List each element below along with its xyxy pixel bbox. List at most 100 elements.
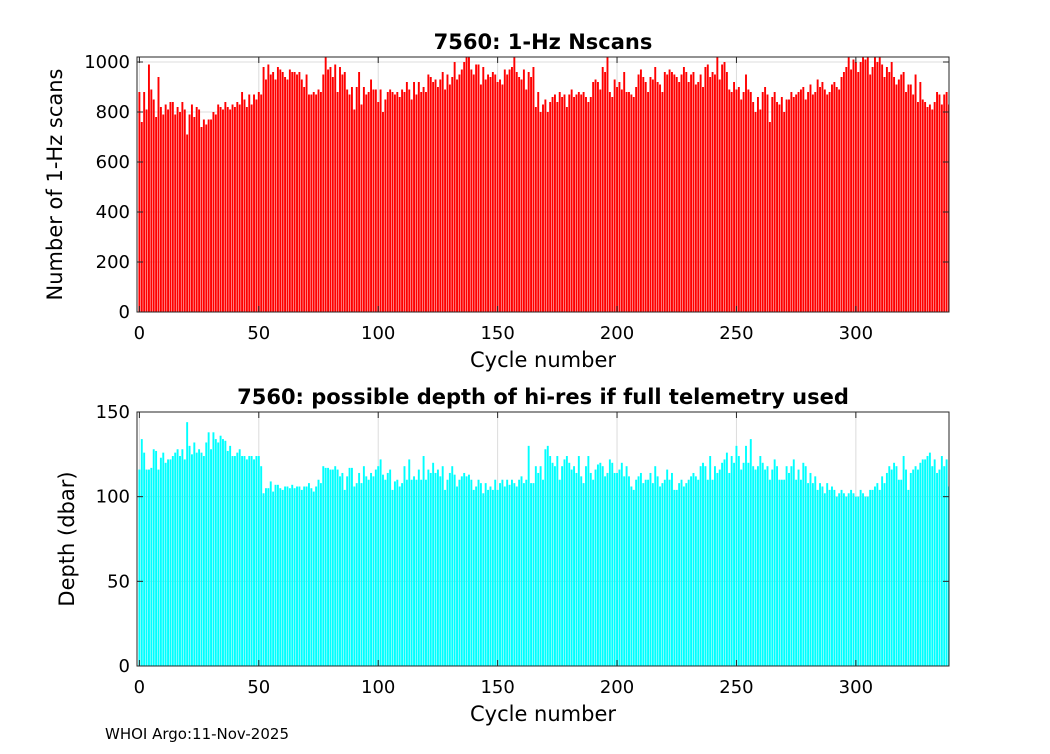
bar [680,74,683,312]
bar [845,67,848,312]
bar [596,464,599,666]
bar [222,439,224,666]
bar [179,456,181,666]
y-tick-label: 0 [119,656,130,677]
bar [157,469,160,666]
bar [248,456,251,666]
bar [276,67,279,312]
bar [632,97,635,312]
bar [902,72,905,312]
bar [398,486,401,666]
bar [303,486,306,666]
bar [821,486,824,666]
axes-box [136,56,950,313]
bar [374,89,377,312]
bar [322,466,325,666]
bar [869,489,872,666]
bar [138,469,141,666]
bar [905,469,907,666]
bar [890,62,893,312]
bar [618,82,621,312]
bar [814,476,817,666]
x-tick-label: 100 [361,323,395,344]
bar [224,102,227,312]
bar [759,109,762,312]
bar [970,122,972,312]
bar [580,476,583,666]
bar [310,488,313,666]
footer-credit: WHOI Argo:11-Nov-2025 [105,725,289,743]
bar [477,479,480,666]
bar [413,82,415,312]
bar [339,476,341,666]
bar [257,92,260,312]
bar [874,486,876,666]
bar [931,109,934,312]
bar [785,466,788,666]
bar [747,462,750,666]
bar [835,496,838,666]
bar [463,472,466,666]
bar [434,79,437,312]
bar [503,486,506,666]
bar [379,459,382,666]
bar [214,114,217,312]
bar [432,82,435,312]
bar [580,94,583,312]
bar [570,89,573,312]
bar [776,102,779,312]
bar [556,102,559,312]
bar [916,469,919,666]
bar [542,104,544,312]
bar [212,432,215,666]
bar [169,102,172,312]
bar [575,94,578,312]
x-tick-label: 200 [600,677,634,698]
bar [284,77,287,312]
bar [274,484,277,666]
bar [272,72,275,312]
bar [656,82,659,312]
bar [940,104,943,312]
bar [862,57,864,312]
x-tick-label: 50 [247,323,270,344]
bar [745,74,747,312]
bar [847,57,850,312]
bar [279,488,282,666]
bar [159,457,162,666]
bar [284,486,287,666]
bar [897,79,900,312]
bar [725,452,728,666]
bar [563,94,566,312]
bar [195,452,198,666]
bar [518,77,521,312]
bar [183,459,186,666]
bar [556,456,559,666]
bar [749,92,752,312]
bar [549,456,552,666]
bar [487,489,490,666]
bar [382,112,384,312]
bar [451,466,454,666]
bar [938,94,941,312]
bar [253,94,255,312]
bar [188,114,191,312]
bar [470,479,473,666]
bar [312,491,315,666]
bar [370,79,373,312]
bar [955,97,957,312]
bar [315,94,318,312]
bar [866,496,869,666]
bar [804,466,807,666]
bar [496,489,499,666]
bar [171,102,174,312]
x-tick-label: 0 [134,323,145,344]
bar [145,469,148,666]
bar [644,82,647,312]
bar [525,479,528,666]
x-tick-label: 150 [480,323,514,344]
bar [811,483,814,666]
bar [611,462,614,666]
bar [814,92,817,312]
bar [754,112,757,312]
